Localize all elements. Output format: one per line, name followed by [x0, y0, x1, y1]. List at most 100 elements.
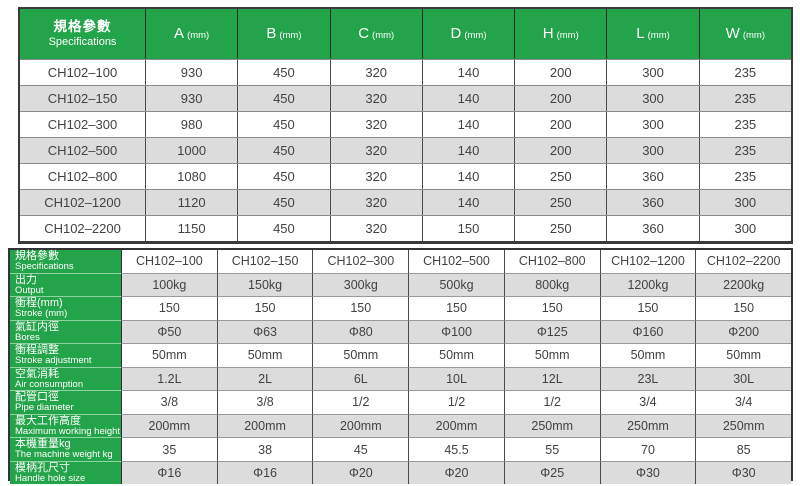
dimension-column-header-d: D (mm) — [423, 9, 516, 59]
dimension-unit: (mm) — [187, 29, 210, 41]
dimensions-table: 規格參數 Specifications A (mm) B (mm) C (mm) D (mm)… — [18, 7, 793, 244]
spec-row-label: 氣缸内徑 Bores — [10, 319, 122, 344]
dimension-column-header-w: W (mm) — [700, 9, 791, 59]
specifications-header-cell: 規格參數 Specifications — [20, 9, 146, 59]
model-cell: CH102–100 — [20, 60, 146, 85]
spec-row-label: 出力 Output — [10, 272, 122, 297]
spec-value-cell: 150 — [409, 296, 505, 320]
spec-value-cell: 50mm — [696, 343, 792, 367]
spec-value-cell: 23L — [600, 366, 697, 391]
spec-row-label-zh: 出力 — [15, 273, 37, 286]
dimension-letter: W — [725, 24, 740, 42]
spec-value-cell: 150 — [122, 296, 218, 320]
spec-value-cell: Φ200 — [696, 319, 792, 344]
spec-row-label-en: Pipe diameter — [15, 402, 74, 414]
dimension-column-header-line: B (mm) — [266, 25, 301, 44]
dimension-value-cell: 235 — [734, 143, 757, 158]
spec-row-label-en: The machine weight kg — [15, 449, 113, 461]
dimension-value-cell: 1120 — [146, 190, 239, 215]
dimension-value-cell: 320 — [331, 86, 423, 111]
dimension-unit: (mm) — [464, 29, 487, 41]
spec-value-cell: 3/8 — [122, 390, 218, 414]
spec-value-cell: 45 — [313, 437, 410, 461]
spec-row-label-en: Bores — [15, 331, 40, 343]
spec-row-label-zh: 本機重量kg — [15, 438, 71, 451]
specs-table-row: 衝程調整 Stroke adjustment 50mm 50mm 50mm 50mm 50m… — [10, 343, 792, 367]
spec-value-cell: 150 — [504, 296, 601, 320]
dimension-value-cell: 320 — [331, 112, 423, 137]
spec-row-label: 最大工作高度 Maximum working height — [10, 413, 122, 438]
dimension-column-header-line: C (mm) — [358, 25, 394, 44]
model-cell: CH102–2200 — [20, 216, 146, 241]
spec-row-label-en: Output — [15, 284, 44, 296]
spec-value-cell: Φ16 — [122, 460, 218, 485]
dimension-value-cell: 250 — [515, 164, 608, 189]
dimension-value-cell: 1000 — [146, 138, 239, 163]
spec-row-label-zh: 模柄孔尺寸 — [15, 461, 70, 474]
spec-row-label-zh: 衝程調整 — [15, 344, 59, 357]
dimension-value-cell: 235 — [734, 65, 757, 80]
spec-model-header-cell: CH102–2200 — [696, 250, 792, 273]
spec-value-cell: Φ25 — [504, 460, 601, 485]
dimension-unit: (mm) — [742, 29, 765, 41]
spec-value-cell: 300kg — [313, 272, 410, 297]
spec-model-header-cell: CH102–800 — [504, 250, 601, 273]
spec-model-header-cell: CH102–300 — [313, 250, 410, 273]
dimension-unit: (mm) — [279, 29, 302, 41]
dimensions-table-row: CH102–1200 1120 450 320 140 250 360 300 — [20, 189, 791, 215]
dimension-value-cell: 300 — [607, 86, 700, 111]
dimension-value-cell: 450 — [238, 190, 331, 215]
dimension-column-header-c: C (mm) — [331, 9, 423, 59]
dimension-value-cell: 140 — [423, 164, 516, 189]
specs-table-row: 空氣消耗 Air consumption 1.2L 2L 6L 10L 12L 23L 30L — [10, 366, 792, 391]
dimension-value-cell: 450 — [238, 164, 331, 189]
spec-row-label-zh: 衝程(mm) — [15, 297, 63, 310]
dimension-value-cell: 300 — [607, 112, 700, 137]
spec-value-cell: 200mm — [409, 413, 505, 438]
spec-value-cell: 2L — [217, 366, 314, 391]
spec-value-cell: Φ30 — [696, 460, 792, 485]
spec-value-cell: 45.5 — [409, 437, 505, 461]
specs-table-row: 模柄孔尺寸 Handle hole size Φ16 Φ16 Φ20 Φ20 Φ25 Φ30 Φ… — [10, 460, 792, 485]
spec-value-cell: Φ160 — [600, 319, 697, 344]
dimension-value-cell: 200 — [515, 138, 608, 163]
spec-value-cell: 200mm — [313, 413, 410, 438]
dimension-value-cell: 450 — [238, 112, 331, 137]
dimension-value-cell: 300 — [734, 195, 757, 210]
dimension-unit: (mm) — [372, 29, 395, 41]
spec-value-cell: 85 — [696, 437, 792, 461]
spec-value-cell: 150 — [600, 296, 697, 320]
spec-value-cell: 3/4 — [600, 390, 697, 414]
dimension-column-header-h: H (mm) — [515, 9, 608, 59]
dimension-value-cell: 1150 — [146, 216, 239, 241]
dimension-value-cell: 235 — [734, 117, 757, 132]
specs-table-row: 氣缸内徑 Bores Φ50 Φ63 Φ80 Φ100 Φ125 Φ160 Φ200 — [10, 319, 792, 344]
dimension-value-cell: 360 — [607, 216, 700, 241]
spec-value-cell: Φ50 — [122, 319, 218, 344]
dimension-column-header-b: B (mm) — [238, 9, 331, 59]
specifications-header-zh: 規格參數 — [53, 18, 112, 34]
dimensions-table-row: CH102–500 1000 450 320 140 200 300 235 — [20, 137, 791, 163]
dimension-value-cell: 450 — [238, 216, 331, 241]
spec-value-cell: 100kg — [122, 272, 218, 297]
spec-model-header-cell: CH102–100 — [122, 250, 218, 273]
spec-value-cell: Φ20 — [313, 460, 410, 485]
spec-value-cell: 3/4 — [696, 390, 792, 414]
spec-model-header-cell: CH102–150 — [217, 250, 314, 273]
dimension-value-cell: 360 — [607, 190, 700, 215]
dimensions-table-row: CH102–150 930 450 320 140 200 300 235 — [20, 85, 791, 111]
dimension-value-cell: 140 — [423, 138, 516, 163]
dimensions-table-row: CH102–800 1080 450 320 140 250 360 235 — [20, 163, 791, 189]
spec-value-cell: 30L — [696, 366, 792, 391]
spec-row-label-en: Air consumption — [15, 378, 84, 390]
dimension-column-header-line: H (mm) — [543, 25, 579, 44]
spec-value-cell: 250mm — [696, 413, 792, 438]
spec-value-cell: 3/8 — [217, 390, 314, 414]
spec-row-label: 衝程調整 Stroke adjustment — [10, 343, 122, 367]
specs-table-row: 出力 Output 100kg 150kg 300kg 500kg 800kg 1200kg 2… — [10, 272, 792, 297]
spec-value-cell: 10L — [409, 366, 505, 391]
dimension-value-cell: 235 — [734, 91, 757, 106]
model-cell: CH102–500 — [20, 138, 146, 163]
spec-value-cell: 150 — [217, 296, 314, 320]
